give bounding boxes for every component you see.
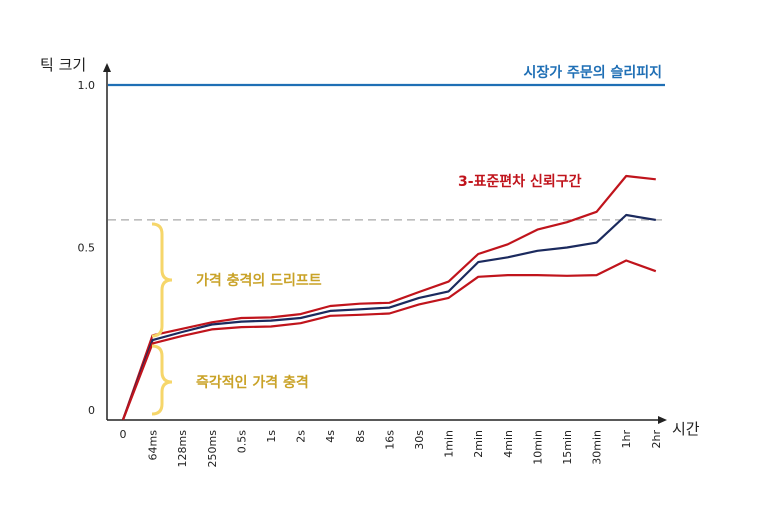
x-tick-label-15: 15min [561, 430, 574, 465]
x-tick-label-17: 1hr [620, 430, 633, 449]
x-axis-label: 시간 [672, 420, 700, 438]
slippage-label: 시장가 주문의 슬리피지 [523, 64, 662, 81]
x-tick-label-8: 8s [354, 430, 367, 443]
y-axis [103, 63, 111, 420]
x-tick-label-4: 0.5s [235, 430, 248, 453]
braces [151, 222, 173, 416]
y-tick-label-0: 0 [88, 404, 95, 417]
x-tick-label-6: 2s [295, 430, 308, 443]
x-tick-label-1: 64ms [147, 430, 160, 461]
x-axis [107, 416, 667, 424]
y-axis-arrow [103, 63, 111, 72]
x-tick-label-14: 10min [531, 430, 544, 465]
x-tick-label-12: 2min [472, 430, 485, 458]
reference-lines [108, 83, 665, 221]
y-axis-label: 틱 크기 [40, 56, 86, 74]
x-tick-label-0: 0 [120, 428, 127, 441]
x-tick-label-7: 4s [324, 430, 337, 443]
x-tick-label-16: 30min [591, 430, 604, 465]
x-axis-arrow [658, 416, 667, 424]
immediate-impact-brace [151, 344, 173, 416]
y-tick-labels: 0 0.5 1.0 [78, 79, 96, 417]
x-tick-labels: 0 64ms 128ms 250ms 0.5s 1s 2s 4s 8s 16s 30s 1min 2mi… [120, 428, 663, 467]
series-line-lower_band [121, 259, 657, 421]
x-tick-label-2: 128ms [176, 430, 189, 468]
x-tick-label-9: 16s [383, 430, 396, 450]
x-tick-label-11: 1min [443, 430, 456, 458]
immediate-impact-label: 즉각적인 가격 충격 [196, 374, 309, 391]
drift-label: 가격 충격의 드리프트 [196, 272, 322, 289]
x-tick-label-13: 4min [502, 430, 515, 458]
x-tick-label-5: 1s [265, 430, 278, 443]
confidence-interval-label: 3-표준편차 신뢰구간 [458, 173, 582, 190]
series-lines [121, 174, 657, 421]
x-tick-label-10: 30s [413, 430, 426, 450]
y-tick-label-2: 1.0 [78, 79, 96, 92]
x-tick-label-18: 2hr [650, 430, 663, 449]
drift-brace [151, 222, 173, 338]
x-tick-label-3: 250ms [206, 430, 219, 468]
y-tick-label-1: 0.5 [78, 242, 96, 255]
series-line-upper_band [121, 174, 656, 421]
series-line-mean [121, 213, 656, 421]
